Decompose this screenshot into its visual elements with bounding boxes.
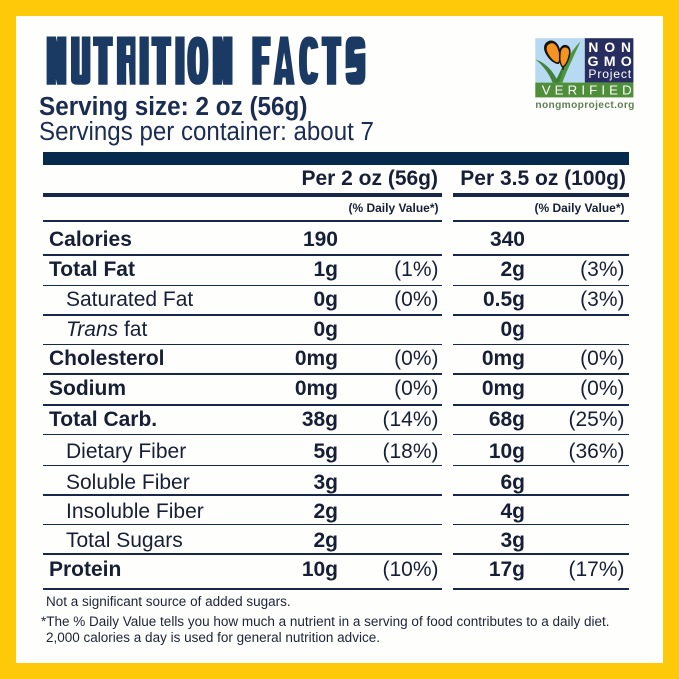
- svg-text:Project: Project: [588, 67, 632, 81]
- svg-text:NON: NON: [588, 40, 637, 55]
- svg-text:nongmoproject.org: nongmoproject.org: [535, 100, 634, 111]
- svg-text:GMO: GMO: [588, 54, 638, 70]
- svg-text:VERIFIED: VERIFIED: [542, 82, 636, 97]
